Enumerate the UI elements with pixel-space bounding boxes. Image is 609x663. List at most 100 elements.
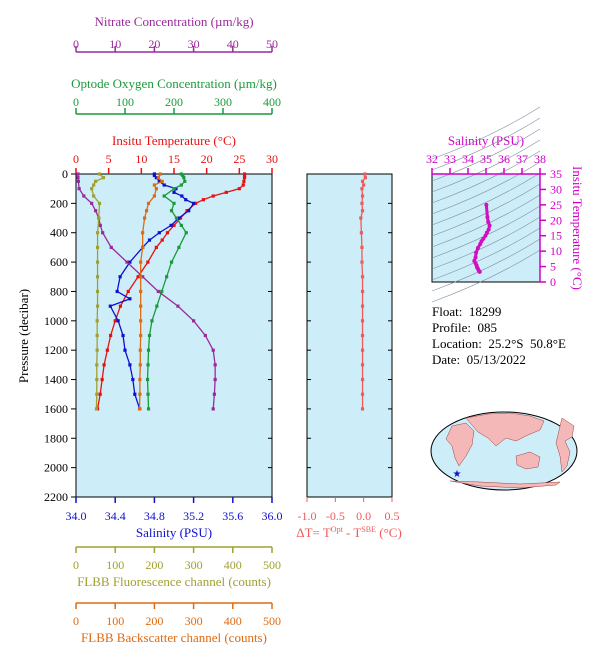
oxygen-point xyxy=(172,201,176,205)
temperature-point xyxy=(242,173,247,178)
oxygen-point xyxy=(182,176,186,180)
fluorescence-point xyxy=(95,289,100,294)
delta-t-point xyxy=(360,260,364,264)
temperature-point xyxy=(224,190,228,194)
nitrate-tick-label: 10 xyxy=(109,37,121,51)
temperature-point xyxy=(165,231,170,235)
temperature-point xyxy=(201,198,205,202)
salinity-point xyxy=(192,201,196,205)
backscatter-tick-label: 300 xyxy=(185,614,203,628)
backscatter-point xyxy=(139,275,143,279)
nitrate-point xyxy=(109,245,113,250)
backscatter-point xyxy=(143,216,147,220)
temperature-point xyxy=(146,260,150,264)
backscatter-point xyxy=(138,348,142,352)
oxygen-point xyxy=(172,187,176,191)
profile-label: Profile: 085 xyxy=(432,320,497,335)
ts-salinity-label: Salinity (PSU) xyxy=(448,133,524,148)
salinity-point xyxy=(157,231,161,235)
salinity-point xyxy=(118,275,122,279)
map-land-americas xyxy=(555,417,575,473)
y-tick-label: 200 xyxy=(50,196,68,210)
delta-t-point xyxy=(360,348,365,352)
oxygen-point xyxy=(174,216,179,220)
salinity-axis-label: Salinity (PSU) xyxy=(136,525,212,540)
temperature-point xyxy=(154,245,158,250)
fluorescence-point xyxy=(95,363,99,367)
backscatter-point xyxy=(144,209,149,213)
density-contour xyxy=(431,161,541,215)
density-contour xyxy=(431,238,541,292)
oxygen-tick-label: 100 xyxy=(116,95,134,109)
backscatter-line xyxy=(138,173,164,409)
map-land-eurasia xyxy=(465,412,545,447)
fluorescence-point xyxy=(94,407,98,411)
nitrate-tick-label: 50 xyxy=(266,37,278,51)
fluorescence-point xyxy=(95,333,99,338)
fluorescence-point xyxy=(97,201,102,205)
nitrate-axis-label: Nitrate Concentration (µm/kg) xyxy=(94,14,253,29)
temperature-point xyxy=(178,216,183,220)
nitrate-point xyxy=(125,260,129,264)
nitrate-point xyxy=(94,209,98,213)
oxygen-point xyxy=(146,392,150,396)
oxygen-point xyxy=(169,209,174,213)
fluorescence-point xyxy=(95,319,99,323)
delta-t-point xyxy=(362,183,366,187)
salinity-tick-label: 34.0 xyxy=(66,509,87,523)
dt-x-tick-label: 0.5 xyxy=(385,509,400,523)
fluorescence-point xyxy=(92,183,96,187)
ts-x-tick-label: 37 xyxy=(516,152,528,166)
temperature-tick-label: 5 xyxy=(106,152,112,166)
backscatter-point xyxy=(138,392,142,396)
delta-t-point xyxy=(360,194,365,198)
ts-point xyxy=(483,233,488,238)
salinity-point xyxy=(108,304,112,308)
location-label: Location: 25.2°S 50.8°E xyxy=(432,336,566,351)
salinity-line xyxy=(109,174,195,410)
fluorescence-tick-label: 400 xyxy=(224,558,242,572)
temperature-point xyxy=(211,194,215,198)
temperature-point xyxy=(100,377,104,382)
delta-t-point xyxy=(360,363,365,367)
oxygen-point xyxy=(179,183,183,187)
oxygen-point xyxy=(177,245,181,250)
deltat-plot-area xyxy=(306,173,393,498)
salinity-point xyxy=(123,348,127,352)
y-tick-label: 1200 xyxy=(44,343,68,357)
delta-t-point xyxy=(360,392,365,396)
ts-y-tick-label: 20 xyxy=(550,213,562,227)
y-tick-label: 800 xyxy=(50,284,68,298)
nitrate-tick-label: 30 xyxy=(188,37,200,51)
dt-x-tick-label: 0.0 xyxy=(356,509,371,523)
temperature-point xyxy=(242,176,247,180)
temperature-point xyxy=(98,392,102,396)
ts-y-tick-label: 15 xyxy=(550,229,562,243)
fluorescence-tick-label: 200 xyxy=(145,558,163,572)
map-land-australia xyxy=(515,451,541,470)
nitrate-point xyxy=(101,231,105,235)
oxygen-tick-label: 400 xyxy=(263,95,281,109)
temperature-tick-label: 20 xyxy=(201,152,213,166)
delta-t-point xyxy=(360,245,364,250)
fluorescence-point xyxy=(95,304,100,308)
oxygen-point xyxy=(162,194,166,198)
density-contour xyxy=(431,205,541,259)
salinity-point xyxy=(180,194,184,198)
delta-t-point xyxy=(360,187,364,191)
salinity-point xyxy=(116,319,120,323)
density-contour xyxy=(431,227,541,281)
salinity-point xyxy=(177,216,181,220)
temperature-tick-label: 10 xyxy=(135,152,147,166)
backscatter-point xyxy=(139,333,143,338)
backscatter-point xyxy=(141,245,145,250)
backscatter-point xyxy=(139,260,143,264)
fluorescence-point xyxy=(94,179,98,183)
nitrate-point xyxy=(192,319,196,323)
density-contour xyxy=(431,117,541,171)
y-tick-label: 0 xyxy=(62,167,68,181)
backscatter-point xyxy=(137,407,142,411)
oxygen-tick-label: 300 xyxy=(214,95,232,109)
temperature-point xyxy=(172,223,176,227)
date-label: Date: 05/13/2022 xyxy=(432,352,526,367)
